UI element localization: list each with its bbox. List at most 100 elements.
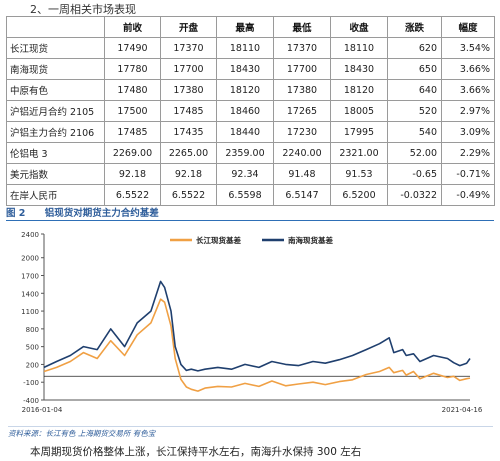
table-cell: 17490 xyxy=(104,37,161,59)
table-cell: 650 xyxy=(387,58,442,80)
table-row-name: 在岸人民币 xyxy=(6,184,105,206)
y-tick-label: -400 xyxy=(23,397,39,405)
figure-number: 图 2 xyxy=(6,208,26,219)
table-cell: 91.48 xyxy=(273,163,331,185)
table-cell: 92.18 xyxy=(104,163,161,185)
table-cell: 17780 xyxy=(104,58,161,80)
table-cell: 2269.00 xyxy=(104,142,161,164)
table-cell: 2321.00 xyxy=(330,142,388,164)
table-cell: 18110 xyxy=(216,37,274,59)
table-header-row: 前收 开盘 最高 最低 收盘 涨跌 幅度 xyxy=(6,16,495,38)
y-tick-label: 1700 xyxy=(21,273,39,281)
table-cell: 17480 xyxy=(104,79,161,101)
series-line-changjiang xyxy=(43,298,471,392)
table-cell: 18430 xyxy=(330,58,388,80)
table-cell: 18120 xyxy=(330,79,388,101)
figure-title: 图 2 铝现货对期货主力合约基差 xyxy=(6,205,494,221)
table-cell: 6.5147 xyxy=(273,184,331,206)
table-cell: 2265.00 xyxy=(160,142,217,164)
table-cell: 640 xyxy=(387,79,442,101)
table-cell: 92.18 xyxy=(160,163,217,185)
legend-label: 南海现货基差 xyxy=(288,235,333,245)
table-cell: 6.5522 xyxy=(104,184,161,206)
x-tick-label: 2021-04-16 xyxy=(442,406,483,414)
table-header-cell: 最低 xyxy=(273,16,331,38)
table-row: 中原有色 17480 17380 18120 17380 18120 640 3.66% xyxy=(6,79,495,101)
table-row: 美元指数 92.18 92.18 92.34 91.48 91.53 -0.65 -0.71% xyxy=(6,163,495,185)
y-tick-label: 1400 xyxy=(21,290,39,298)
table-header-cell xyxy=(6,16,105,38)
y-tick-label: 800 xyxy=(26,326,39,334)
table-cell: 17435 xyxy=(160,121,217,143)
table-cell: 17995 xyxy=(330,121,388,143)
y-tick-label: 1100 xyxy=(21,308,39,316)
market-table: 前收 开盘 最高 最低 收盘 涨跌 幅度 长江现货 17490 17370 18110… xyxy=(6,16,495,206)
table-cell: 3.54% xyxy=(441,37,495,59)
section-title: 2、一周相关市场表现 xyxy=(30,3,136,16)
legend-label: 长江现货基差 xyxy=(196,235,241,245)
x-tick-label: 2016-01-04 xyxy=(22,406,63,414)
basis-chart: -400 -100 200 500 800 1100 1400 1700 2000 2400 201… xyxy=(0,224,500,424)
table-body: 长江现货 17490 17370 18110 17370 18110 620 3.54% 南海现… xyxy=(6,37,495,206)
figure-caption: 铝现货对期货主力合约基差 xyxy=(44,208,159,219)
table-cell: 18110 xyxy=(330,37,388,59)
series-line-nanhai xyxy=(43,280,471,372)
table-cell: 520 xyxy=(387,100,442,122)
table-cell: 17485 xyxy=(160,100,217,122)
table-cell: 2.29% xyxy=(441,142,495,164)
table-row: 长江现货 17490 17370 18110 17370 18110 620 3.54% xyxy=(6,37,495,59)
table-cell: -0.49% xyxy=(441,184,495,206)
table-row: 沪铝主力合约 2106 17485 17435 18440 17230 17995 540 3… xyxy=(6,121,495,143)
table-row: 沪铝近月合约 2105 17500 17485 18460 17265 18005 520 2… xyxy=(6,100,495,122)
table-row-name: 美元指数 xyxy=(6,163,105,185)
summary-text: 本周期现货价格整体上涨，长江保持平水左右，南海升水保持 300 左右 xyxy=(30,446,362,458)
table-row: 南海现货 17780 17700 18430 17700 18430 650 3.66% xyxy=(6,58,495,80)
table-cell: 3.66% xyxy=(441,58,495,80)
table-row: 伦铝电 3 2269.00 2265.00 2359.00 2240.00 2321.00… xyxy=(6,142,495,164)
table-header-cell: 开盘 xyxy=(160,16,217,38)
table-cell: 17370 xyxy=(273,37,331,59)
table-header-cell: 最高 xyxy=(216,16,274,38)
table-row-name: 南海现货 xyxy=(6,58,105,80)
table-cell: 17230 xyxy=(273,121,331,143)
table-row-name: 中原有色 xyxy=(6,79,105,101)
table-cell: 17380 xyxy=(273,79,331,101)
table-header-cell: 涨跌 xyxy=(387,16,442,38)
table-cell: 540 xyxy=(387,121,442,143)
table-cell: 18120 xyxy=(216,79,274,101)
y-tick-label: 200 xyxy=(26,361,39,369)
table-header-cell: 幅度 xyxy=(441,16,495,38)
table-cell: -0.0322 xyxy=(387,184,442,206)
table-cell: 17370 xyxy=(160,37,217,59)
table-cell: 92.34 xyxy=(216,163,274,185)
table-header-cell: 收盘 xyxy=(330,16,388,38)
table-cell: 3.09% xyxy=(441,121,495,143)
table-cell: 2.97% xyxy=(441,100,495,122)
table-cell: 17700 xyxy=(160,58,217,80)
y-tick-label: -100 xyxy=(23,379,39,387)
table-row: 在岸人民币 6.5522 6.5522 6.5598 6.5147 6.5200 -0.03… xyxy=(6,184,495,206)
table-cell: 18005 xyxy=(330,100,388,122)
table-cell: -0.71% xyxy=(441,163,495,185)
table-cell: 17500 xyxy=(104,100,161,122)
table-cell: 17700 xyxy=(273,58,331,80)
y-tick-label: 2000 xyxy=(21,255,39,263)
table-row-name: 沪铝主力合约 2106 xyxy=(6,121,105,143)
table-cell: 52.00 xyxy=(387,142,442,164)
y-tick-label: 500 xyxy=(26,344,39,352)
table-cell: 18430 xyxy=(216,58,274,80)
table-cell: 2359.00 xyxy=(216,142,274,164)
source-note: 资料来源：长江有色 上海期货交易所 有色宝 xyxy=(8,426,493,439)
table-row-name: 长江现货 xyxy=(6,37,105,59)
table-cell: 6.5200 xyxy=(330,184,388,206)
table-cell: -0.65 xyxy=(387,163,442,185)
table-cell: 2240.00 xyxy=(273,142,331,164)
basis-chart-svg: -400 -100 200 500 800 1100 1400 1700 2000 2400 201… xyxy=(21,231,483,414)
y-tick-label: 2400 xyxy=(21,231,39,239)
table-cell: 6.5522 xyxy=(160,184,217,206)
table-cell: 6.5598 xyxy=(216,184,274,206)
table-cell: 17265 xyxy=(273,100,331,122)
table-header-cell: 前收 xyxy=(104,16,161,38)
table-row-name: 伦铝电 3 xyxy=(6,142,105,164)
